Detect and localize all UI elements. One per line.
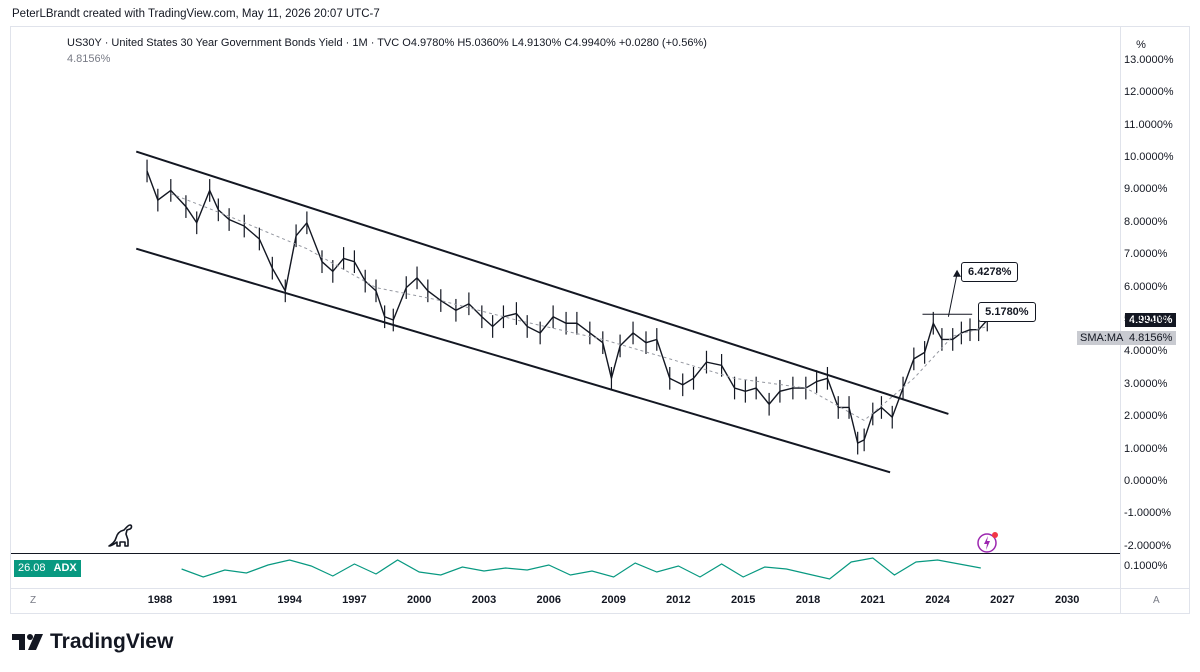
lightning-icon[interactable]	[976, 530, 1000, 554]
price-axis-label: 13.0000%	[1124, 53, 1174, 66]
percent-scale-button[interactable]: %	[1136, 39, 1146, 51]
time-axis-label: 2018	[795, 594, 821, 606]
time-axis-label: 2009	[601, 594, 626, 606]
trendline-lower-channel	[135, 247, 891, 474]
time-axis-label: 2021	[860, 594, 886, 606]
time-axis-label: 2027	[990, 594, 1015, 606]
time-axis-label: 2024	[925, 594, 950, 606]
price-axis-label: 11.0000%	[1124, 118, 1173, 131]
last-price-tag: 4.9940%	[1125, 313, 1177, 327]
time-axis-label: 2003	[471, 594, 497, 606]
time-axis-label: 2030	[1054, 594, 1080, 606]
trendline-upper-channel	[135, 150, 949, 415]
price-series-line	[146, 170, 988, 445]
price-axis-label: 12.0000%	[1124, 86, 1174, 99]
sma-series-line	[170, 193, 988, 422]
price-axis-label: -1.0000%	[1124, 507, 1172, 520]
tradingview-logo-icon	[12, 634, 43, 650]
peak-callout[interactable]: 6.4278%	[961, 261, 1019, 282]
price-axis-label: 4.0000%	[1124, 345, 1168, 358]
level-callout[interactable]: 5.1780%	[978, 302, 1036, 323]
symbol-title[interactable]: US30Y · United States 30 Year Government…	[67, 37, 400, 49]
time-axis-separator	[11, 588, 1189, 589]
adx-value: 26.08	[18, 562, 46, 574]
close-value: C4.9940%	[564, 37, 616, 49]
price-axis-label: 6.0000%	[1124, 280, 1168, 293]
peak-arrow-head	[953, 269, 962, 277]
low-value: L4.9130%	[511, 37, 562, 49]
time-axis-label: 1988	[147, 594, 173, 606]
price-axis-separator	[1120, 27, 1121, 613]
adx-label: ADX	[53, 562, 77, 574]
high-value: H5.0360%	[457, 37, 509, 49]
price-axis-label: 2.0000%	[1124, 410, 1168, 423]
time-axis-label: 2000	[406, 594, 432, 606]
auto-scale-button[interactable]: A	[1153, 595, 1160, 606]
brand-name: TradingView	[50, 630, 174, 653]
price-axis-label: 1.0000%	[1124, 442, 1168, 455]
adx-legend[interactable]: 26.08 ADX	[14, 560, 81, 577]
open-value: O4.9780%	[402, 37, 455, 49]
undo-zoom-button[interactable]: Z	[30, 595, 37, 606]
time-axis-label: 2015	[730, 594, 756, 606]
dinosaur-icon[interactable]	[106, 522, 134, 550]
price-axis-label: 9.0000%	[1124, 183, 1168, 196]
adx-line	[181, 557, 981, 580]
chart-credit: PeterLBrandt created with TradingView.co…	[12, 8, 380, 20]
price-axis-label: 8.0000%	[1124, 215, 1168, 228]
adx-axis-value: 0.1000%	[1124, 560, 1168, 572]
price-axis-label: 10.0000%	[1124, 151, 1174, 163]
time-axis-label: 1997	[342, 594, 367, 606]
price-axis-label: 0.0000%	[1124, 475, 1168, 487]
time-axis-label: 1994	[277, 594, 302, 606]
chart-frame	[10, 26, 1190, 614]
trendline-peak-6.4278	[947, 273, 958, 317]
pane-separator[interactable]	[11, 553, 1120, 554]
price-axis-label: 5.0000%	[1124, 313, 1168, 325]
price-axis-label: 3.0000%	[1124, 377, 1168, 390]
time-axis-label: 2006	[536, 594, 562, 606]
price-axis-label: 7.0000%	[1124, 248, 1168, 261]
tradingview-brand[interactable]: TradingView	[12, 630, 173, 654]
sma-tag-label: SMA:MA	[1077, 331, 1127, 345]
sma-tag-value: 4.8156%	[1125, 331, 1177, 345]
time-axis-label: 1991	[212, 594, 238, 606]
change-value: +0.0280 (+0.56%)	[618, 37, 707, 49]
symbol-legend[interactable]: US30Y · United States 30 Year Government…	[67, 37, 707, 49]
price-axis-label: -2.0000%	[1124, 539, 1172, 552]
time-axis-label: 2012	[666, 594, 691, 606]
sma-legend-value[interactable]: 4.8156%	[67, 53, 111, 65]
